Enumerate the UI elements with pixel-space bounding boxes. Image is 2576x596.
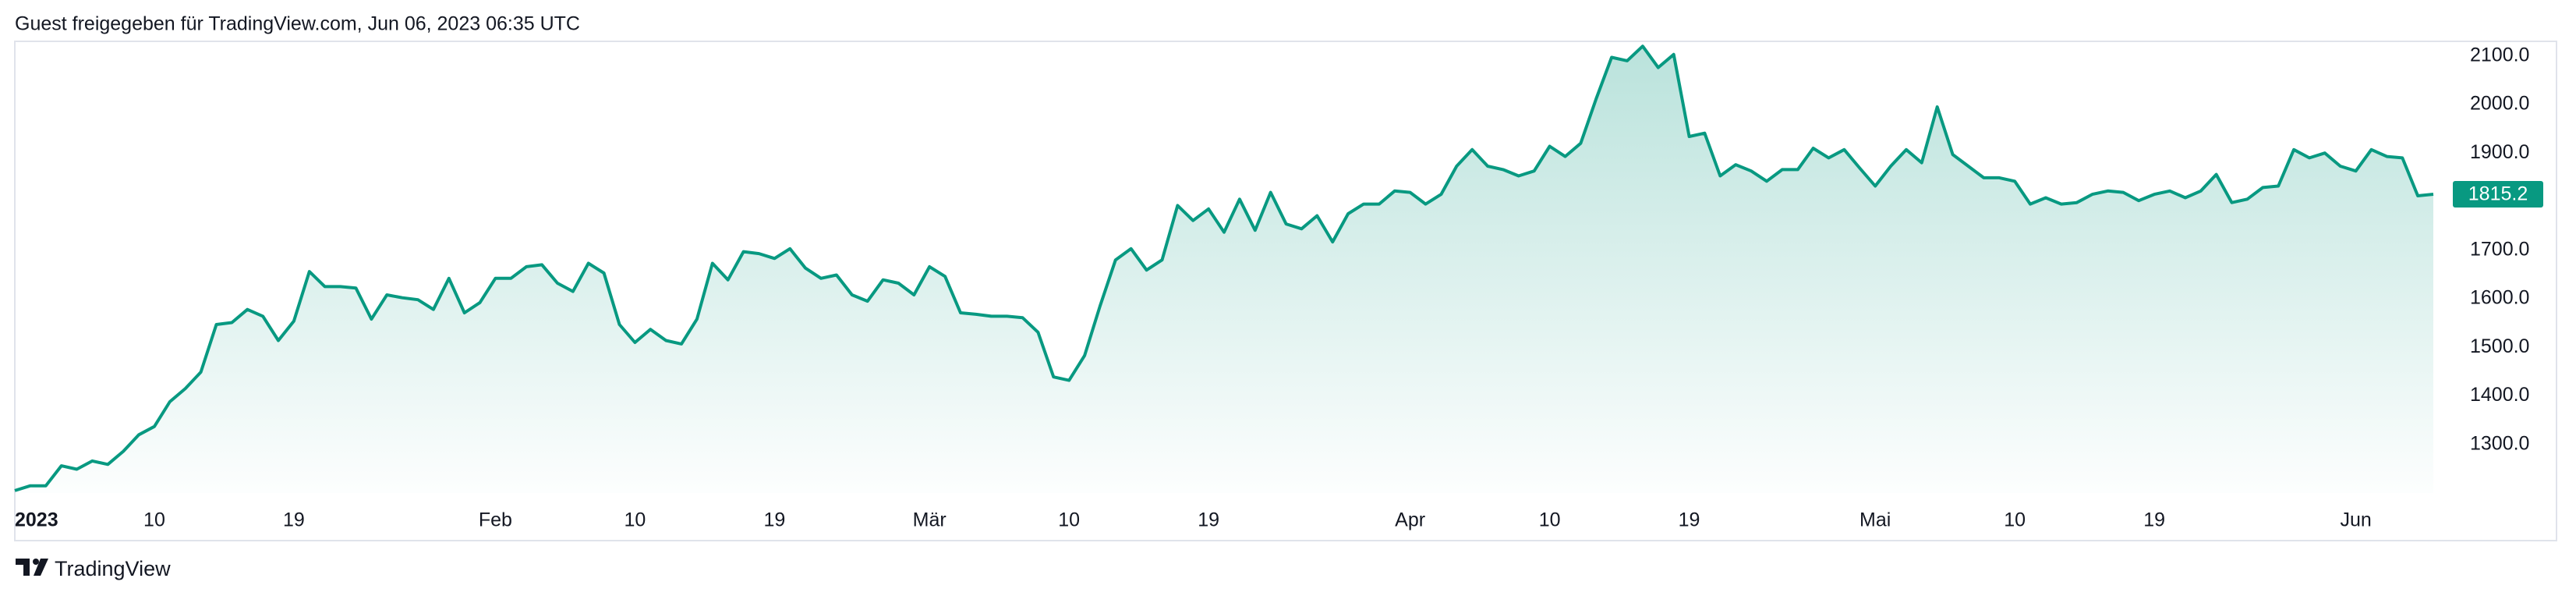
y-tick-label: 1700.0 xyxy=(2470,238,2529,260)
y-tick-label: 1900.0 xyxy=(2470,141,2529,163)
y-tick-label: 2000.0 xyxy=(2470,93,2529,115)
x-tick-label: Mär xyxy=(913,509,947,531)
x-tick-label: Apr xyxy=(1395,509,1425,531)
y-tick-label: 1500.0 xyxy=(2470,335,2529,357)
x-tick-label: 10 xyxy=(1058,509,1080,531)
y-tick-label: 1600.0 xyxy=(2470,287,2529,309)
x-tick-label: 19 xyxy=(1198,509,1219,531)
x-tick-label: 10 xyxy=(2004,509,2026,531)
chart-frame xyxy=(14,41,2557,541)
x-tick-label: 19 xyxy=(763,509,785,531)
x-tick-label: 19 xyxy=(2143,509,2165,531)
x-tick-label: 2023 xyxy=(15,509,58,531)
price-line xyxy=(14,44,2434,492)
y-tick-label: 1300.0 xyxy=(2470,432,2529,454)
last-price-box xyxy=(2453,180,2543,208)
last-price-label: 1815.2 xyxy=(2468,183,2528,205)
y-tick-label: 2100.0 xyxy=(2470,44,2529,66)
brand: TradingView xyxy=(55,557,171,580)
x-tick-label: Jun xyxy=(2340,509,2371,531)
x-tick-label: 19 xyxy=(1679,509,1700,531)
area-fill xyxy=(15,46,2433,493)
header: Guest freigegeben für TradingView.com, J… xyxy=(15,13,580,35)
x-tick-label: 10 xyxy=(624,509,646,531)
x-tick-label: Mai xyxy=(1859,509,1891,531)
x-tick-label: 10 xyxy=(1539,509,1561,531)
x-tick-label: 19 xyxy=(283,509,305,531)
y-tick-label: 1400.0 xyxy=(2470,384,2529,406)
x-tick-label: 10 xyxy=(143,509,165,531)
x-tick-label: Feb xyxy=(479,509,512,531)
brand-logo xyxy=(16,559,48,576)
